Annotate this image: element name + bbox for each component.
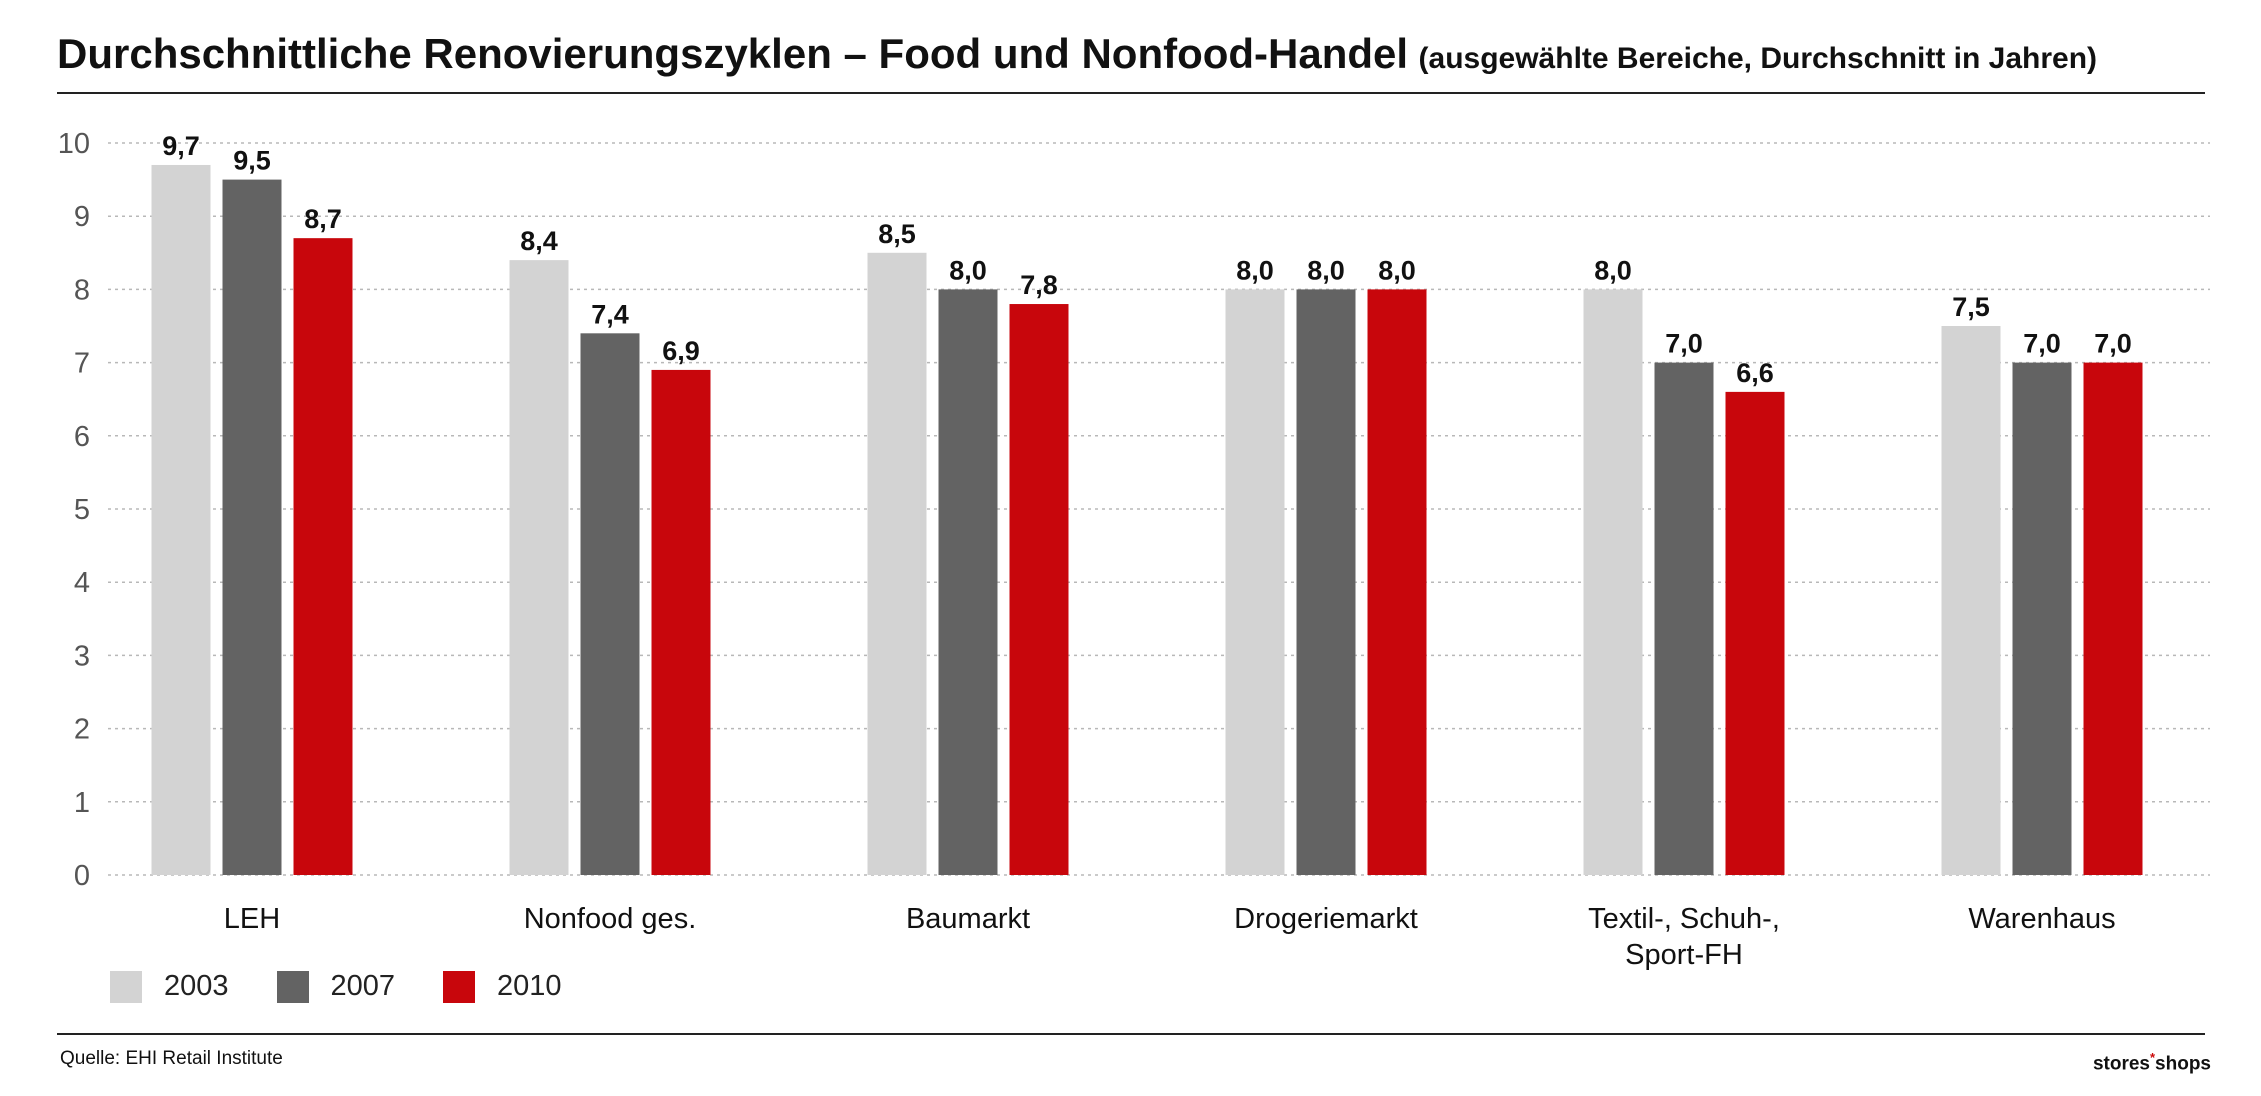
y-tick-label: 2 bbox=[74, 714, 90, 746]
logo-word-right: shops bbox=[2155, 1053, 2211, 1075]
bar-2003 bbox=[867, 252, 927, 876]
data-label: 7,0 bbox=[2094, 329, 2132, 359]
bar-2007 bbox=[938, 289, 998, 875]
category-label: Sport-FH bbox=[1625, 939, 1743, 971]
bar-2003 bbox=[1941, 326, 2001, 875]
chart-header: Durchschnittliche Renovierungszyklen – F… bbox=[57, 30, 2097, 78]
y-tick-label: 6 bbox=[74, 421, 90, 453]
y-tick-label: 7 bbox=[74, 348, 90, 380]
bar-2010 bbox=[1725, 391, 1785, 875]
source-note: Quelle: EHI Retail Institute bbox=[60, 1048, 283, 1069]
logo-star-icon: * bbox=[2149, 1050, 2156, 1065]
bar-2010 bbox=[1009, 304, 1069, 875]
bar-2010 bbox=[2083, 362, 2143, 876]
data-label: 8,0 bbox=[949, 255, 987, 285]
category-label: Nonfood ges. bbox=[524, 903, 697, 935]
data-label: 7,4 bbox=[591, 299, 629, 329]
bar-2010 bbox=[1367, 289, 1427, 875]
bottom-divider bbox=[57, 1033, 2205, 1035]
chart-subtitle: (ausgewählte Bereiche, Durchschnitt in J… bbox=[1418, 42, 2098, 75]
data-label: 8,0 bbox=[1236, 255, 1274, 285]
category-label: Warenhaus bbox=[1968, 903, 2115, 935]
data-label: 8,0 bbox=[1307, 255, 1345, 285]
bar-2007 bbox=[222, 179, 282, 876]
legend-label: 2007 bbox=[330, 970, 396, 1002]
data-label: 9,5 bbox=[233, 146, 271, 176]
y-tick-label: 4 bbox=[74, 567, 90, 599]
legend-item: 2010 bbox=[443, 970, 562, 1003]
category-label: LEH bbox=[224, 903, 280, 935]
data-label: 8,5 bbox=[878, 219, 916, 249]
bar-2007 bbox=[1296, 289, 1356, 875]
legend-swatch bbox=[443, 970, 476, 1003]
data-label: 6,9 bbox=[662, 336, 700, 366]
bar-chart: 0 1 2 3 4 5 6 7 8 9 10 9,7 9,5 8,7 LEH 8,4 7,4 6,9 Nonfood… bbox=[58, 128, 2210, 971]
bar-2010 bbox=[293, 238, 353, 875]
legend-label: 2003 bbox=[164, 970, 229, 1002]
bar-2007 bbox=[2012, 362, 2072, 876]
category-label: Baumarkt bbox=[906, 903, 1030, 935]
data-label: 9,7 bbox=[162, 131, 200, 161]
data-label: 6,6 bbox=[1736, 358, 1774, 388]
logo-word-left: stores bbox=[2092, 1053, 2150, 1075]
top-divider bbox=[57, 92, 2205, 94]
legend-swatch bbox=[110, 970, 142, 1003]
legend-swatch bbox=[276, 970, 309, 1003]
bar-2010 bbox=[651, 369, 711, 875]
data-label: 8,0 bbox=[1378, 255, 1416, 285]
data-label: 8,7 bbox=[304, 204, 342, 234]
category-label: Textil-, Schuh-, bbox=[1588, 903, 1780, 935]
brand-logo: stores*shops bbox=[2093, 1050, 2211, 1075]
y-tick-label: 0 bbox=[74, 860, 90, 892]
y-tick-label: 1 bbox=[74, 787, 90, 819]
chart-legend: 2003 2007 2010 bbox=[110, 970, 562, 1003]
data-label: 8,4 bbox=[520, 226, 558, 256]
bar-2007 bbox=[580, 333, 640, 875]
category-label: Drogeriemarkt bbox=[1234, 903, 1418, 935]
data-label: 7,5 bbox=[1952, 292, 1990, 322]
bar-2003 bbox=[1225, 289, 1285, 875]
data-label: 7,0 bbox=[2023, 329, 2061, 359]
data-label: 7,8 bbox=[1020, 270, 1058, 300]
legend-label: 2010 bbox=[497, 970, 562, 1002]
bar-2003 bbox=[509, 260, 569, 875]
y-tick-label: 5 bbox=[74, 494, 90, 526]
y-tick-label: 8 bbox=[74, 274, 90, 306]
chart-title: Durchschnittliche Renovierungszyklen – F… bbox=[57, 30, 1409, 77]
y-tick-label: 9 bbox=[74, 201, 90, 233]
legend-item: 2007 bbox=[276, 970, 396, 1003]
bar-2007 bbox=[1654, 362, 1714, 876]
data-label: 7,0 bbox=[1665, 329, 1703, 359]
bar-2003 bbox=[151, 164, 211, 875]
legend-item: 2003 bbox=[110, 970, 229, 1003]
y-tick-label: 3 bbox=[74, 640, 90, 672]
y-tick-label: 10 bbox=[58, 128, 90, 160]
data-label: 8,0 bbox=[1594, 255, 1632, 285]
bar-2003 bbox=[1583, 289, 1643, 875]
